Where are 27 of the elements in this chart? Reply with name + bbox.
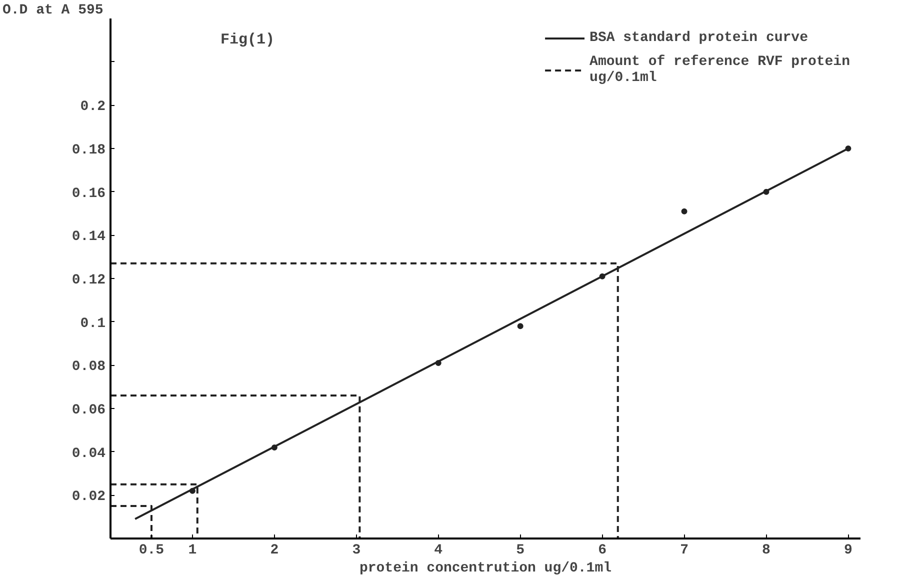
y-tick-label: 0.18	[72, 142, 106, 158]
y-axis-title: O.D at A 595	[2, 2, 104, 18]
x-tick-label: 5	[516, 542, 525, 558]
legend-label: Amount of reference RVF protein ug/0.1ml	[590, 54, 850, 86]
x-axis-title: protein concentrution ug/0.1ml	[359, 560, 612, 576]
x-tick-label: 8	[762, 542, 770, 558]
y-tick-label: 0.06	[72, 402, 106, 418]
x-tick-label: 1	[188, 542, 197, 558]
x-tick-label: 4	[434, 542, 443, 558]
legend-label: BSA standard protein curve	[590, 30, 808, 46]
x-tick-label: 3	[352, 542, 361, 558]
annotation: Fig(1)	[220, 32, 275, 48]
y-tick-label: 0.02	[72, 489, 106, 506]
y-tick-label: 0.16	[72, 186, 106, 202]
x-tick-label: 2	[270, 542, 279, 558]
y-tick-label: 0.08	[72, 359, 106, 376]
point	[681, 208, 688, 214]
y-tick-label: 0.2	[80, 99, 106, 116]
y-tick-label: 0.1	[80, 316, 106, 332]
x-tick-label: 0.5	[138, 542, 164, 558]
x-tick-label: 9	[844, 542, 852, 558]
x-tick-label: 7	[680, 542, 688, 558]
y-tick-label: 0.12	[72, 272, 106, 288]
y-tick-label: 0.14	[72, 229, 106, 246]
x-tick-label: 6	[598, 542, 607, 558]
y-tick-label: 0.04	[72, 446, 106, 462]
point	[517, 323, 524, 330]
